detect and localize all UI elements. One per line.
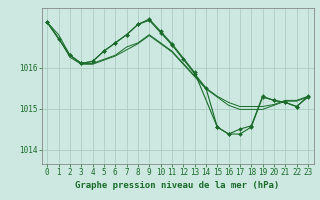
X-axis label: Graphe pression niveau de la mer (hPa): Graphe pression niveau de la mer (hPa) [76, 181, 280, 190]
